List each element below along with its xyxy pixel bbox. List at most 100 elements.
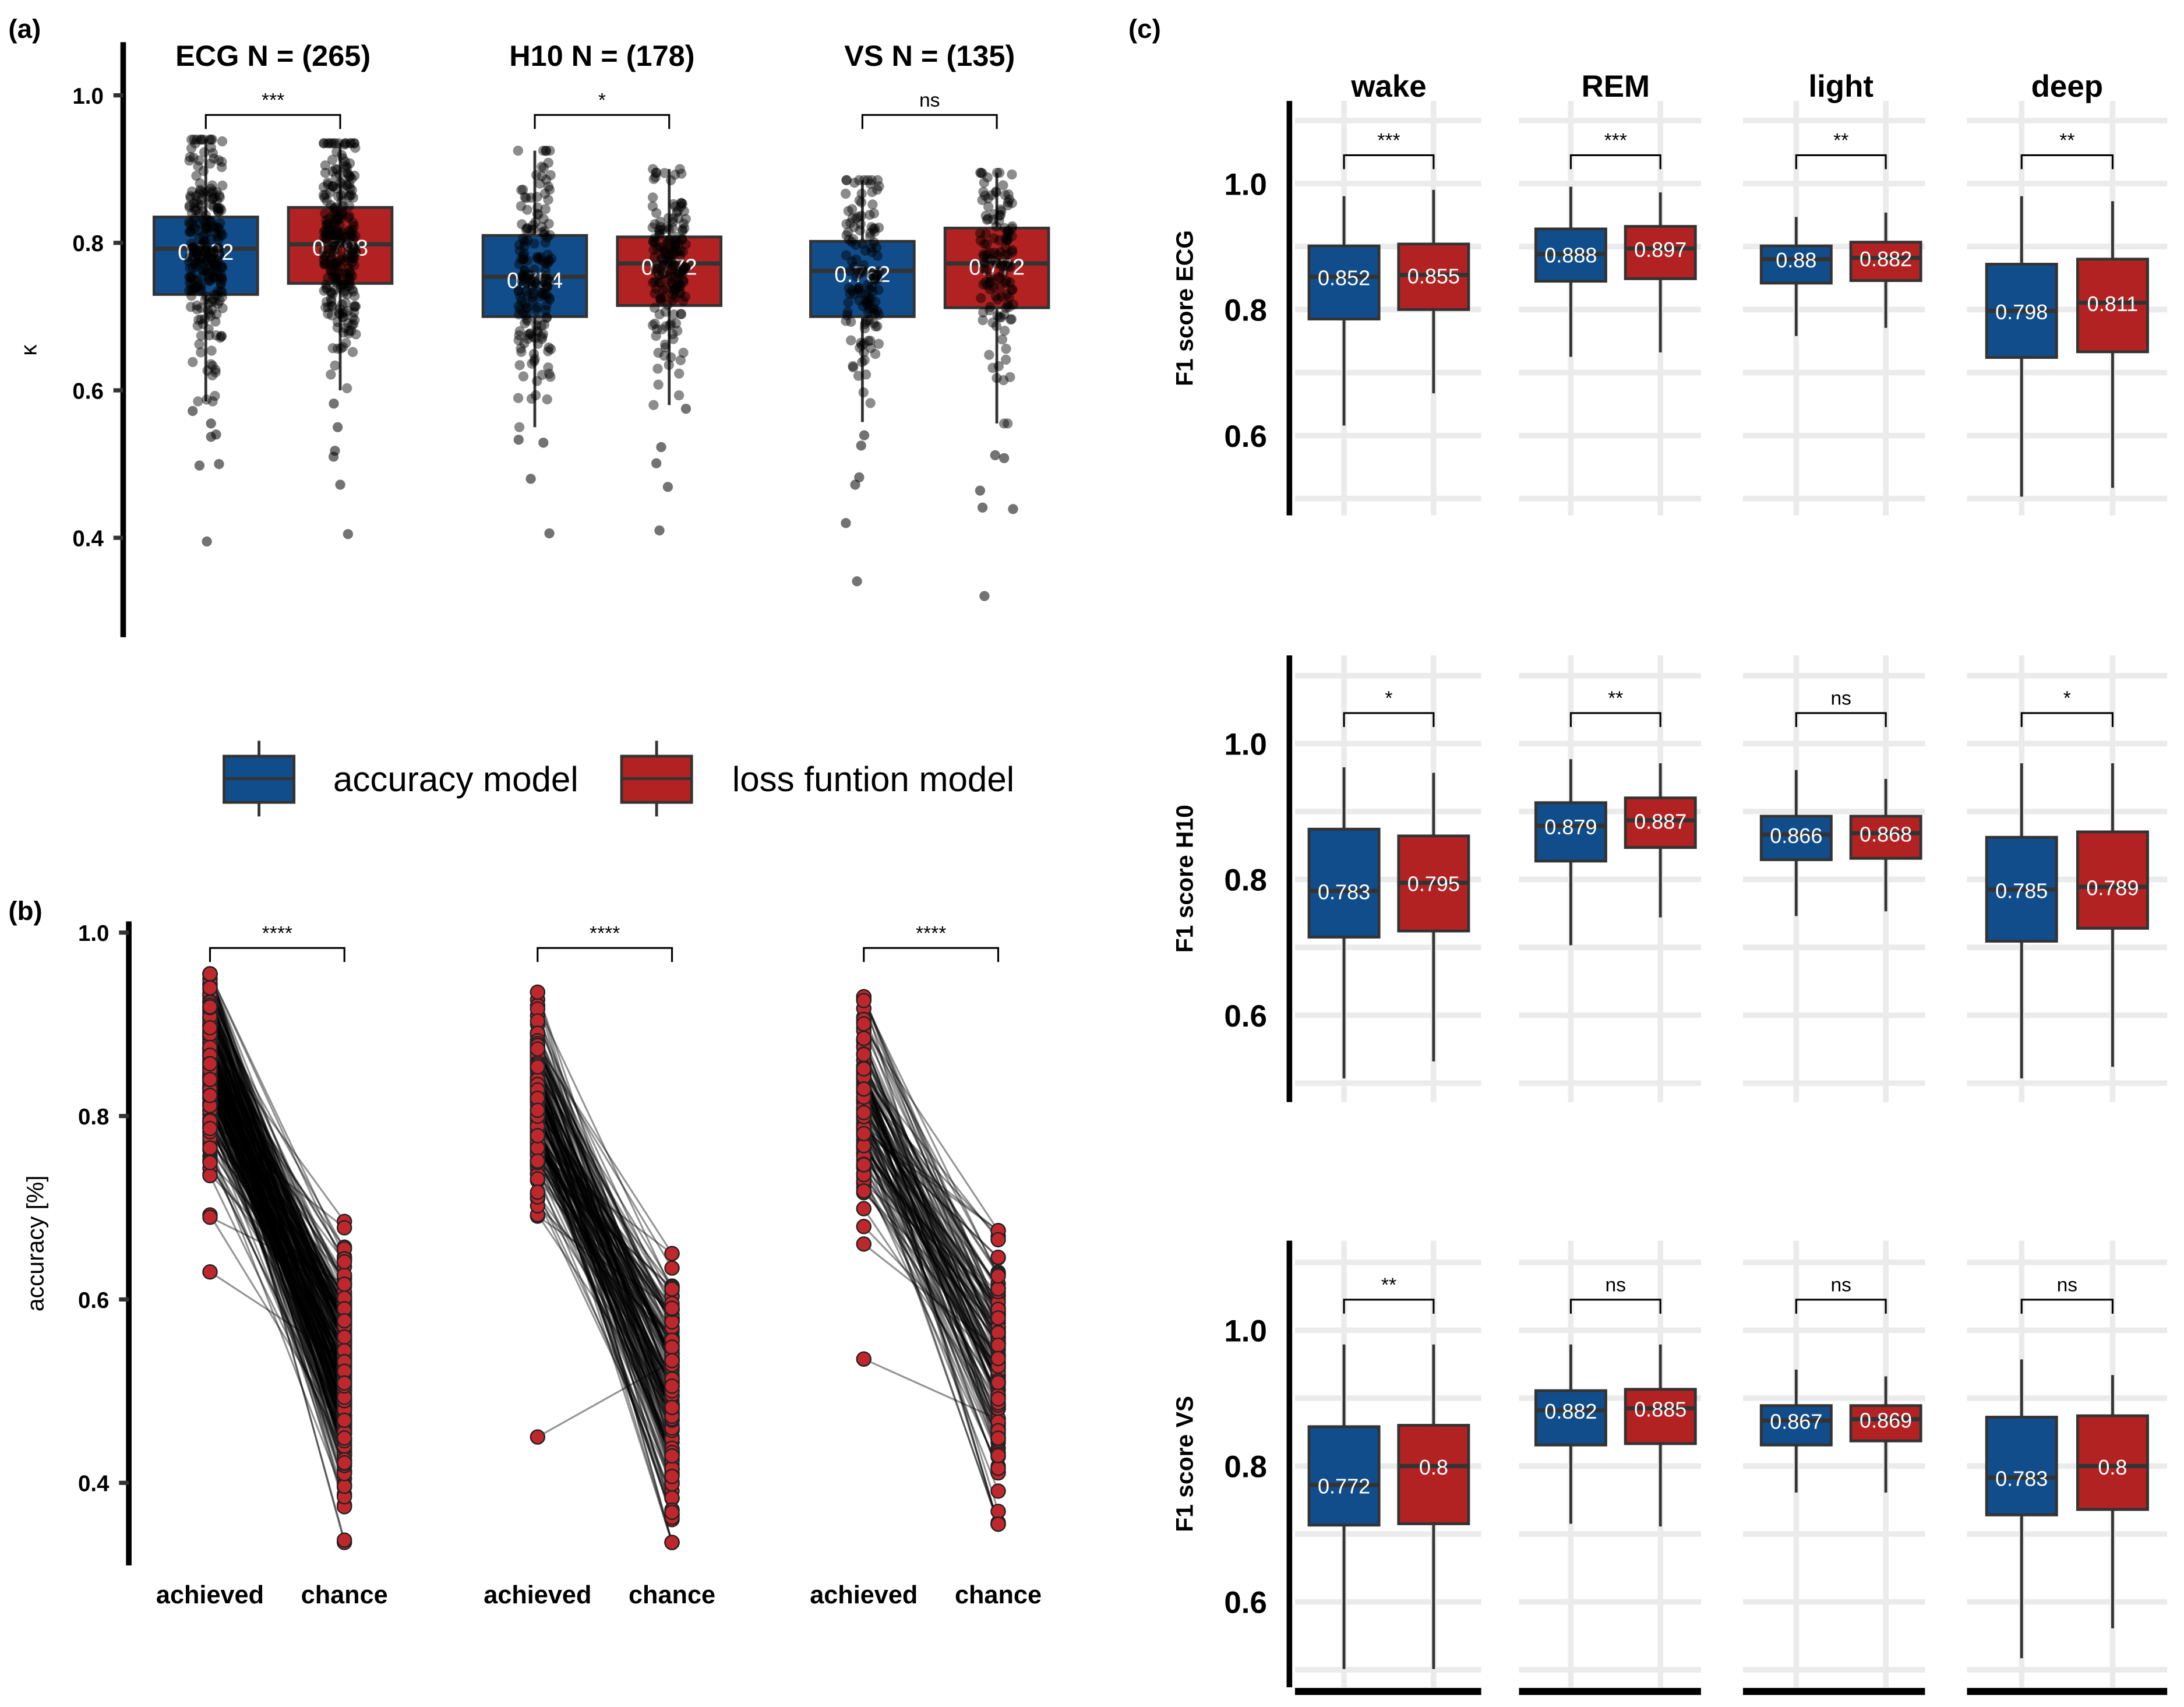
data-point [977,195,987,206]
achieved-point [202,1140,218,1156]
data-point [198,252,209,263]
data-point [657,324,668,334]
group-title: VS N = (135) [844,39,1015,72]
pair-line [209,1063,345,1343]
data-point [513,301,524,312]
achieved-point [202,1209,218,1225]
pair-line [209,974,345,1378]
pair-line [537,1152,673,1254]
pair-line [863,1077,999,1383]
pair-line [863,1129,999,1301]
significance-bracket [2020,1299,2114,1314]
data-point [184,202,195,213]
achieved-point [856,1081,872,1097]
pair-line [863,1053,999,1315]
data-point [348,286,359,297]
data-point [655,278,666,288]
facet-header: deep [2031,69,2103,104]
pair-line [209,1098,345,1303]
pair-line [537,1052,673,1410]
pair-line [537,1126,673,1456]
pair-line [863,1088,999,1399]
data-point [517,271,528,282]
data-point [346,190,357,200]
pair-line [209,1036,345,1454]
pair-line [209,1056,345,1455]
data-point [985,302,996,312]
pair-line [209,1077,345,1409]
data-point [870,309,880,319]
data-point [679,223,690,234]
pair-line [537,1113,673,1428]
data-point [853,211,863,222]
data-point [996,291,1007,302]
data-point [194,209,205,219]
y-axis-label: F1 score ECG [1172,230,1198,386]
data-point [671,235,681,245]
data-point [209,258,220,269]
data-point [211,259,222,270]
pair-line [209,1035,345,1433]
data-point [345,138,355,149]
pair-line [209,1045,345,1329]
achieved-point [202,1020,218,1036]
data-point [319,255,329,266]
pair-line [537,1151,673,1318]
data-point [202,186,212,197]
pair-line [863,996,999,1311]
pair-line [863,1099,999,1317]
pair-line [209,1060,345,1324]
data-point [192,204,202,215]
pair-line [209,1168,345,1348]
data-point [207,188,217,199]
data-point [201,245,211,256]
x-tick-label-achieved: achieved [810,1581,918,1609]
data-point [348,243,359,253]
paired-group-0: ****achieved chance [156,923,388,1609]
data-point [522,223,532,234]
median-label: 0.868 [1860,823,1912,847]
pair-line [863,1065,999,1321]
data-point [994,235,1004,246]
pair-line [209,1078,345,1418]
outlier-point [859,430,870,440]
data-point [539,271,550,283]
jitter-points [647,164,691,536]
pair-line [863,1083,999,1399]
pair-line [863,1135,999,1362]
data-point [650,276,660,287]
data-point [525,328,535,338]
data-point [544,294,555,305]
data-point [319,285,329,296]
data-point [197,206,208,217]
achieved-point [530,1153,546,1169]
box-loss [2076,830,2149,930]
data-point [676,197,687,209]
pair-points [856,989,1006,1532]
data-point [530,390,541,401]
data-point [189,283,199,294]
data-point [539,226,550,237]
pair-line [537,1049,673,1417]
data-point [845,288,855,299]
pair-line [537,1054,673,1365]
data-point [989,209,999,220]
data-point [216,270,227,280]
data-point [980,277,991,288]
data-point [542,232,553,243]
data-point [348,225,358,235]
data-point [190,138,200,149]
box-accuracy [1985,1416,2058,1516]
data-point [978,249,989,260]
data-point [318,190,329,200]
pair-line [863,1144,999,1456]
data-point [680,262,691,273]
data-point [648,277,658,288]
pair-line [209,1065,345,1364]
pair-line [209,1001,345,1343]
jitter-points [184,134,228,547]
data-point [542,281,552,292]
pair-line [209,1147,345,1461]
x-tick-label-chance: chance [955,1581,1042,1609]
pair-line [537,992,673,1395]
